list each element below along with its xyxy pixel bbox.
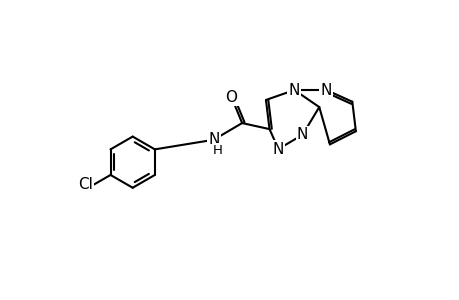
Text: N: N: [272, 142, 284, 157]
Text: N: N: [320, 82, 331, 98]
Text: O: O: [225, 90, 237, 105]
Text: H: H: [213, 144, 223, 157]
Text: N: N: [207, 132, 219, 147]
Text: N: N: [288, 82, 299, 98]
Text: Cl: Cl: [78, 177, 93, 192]
Text: N: N: [296, 127, 308, 142]
